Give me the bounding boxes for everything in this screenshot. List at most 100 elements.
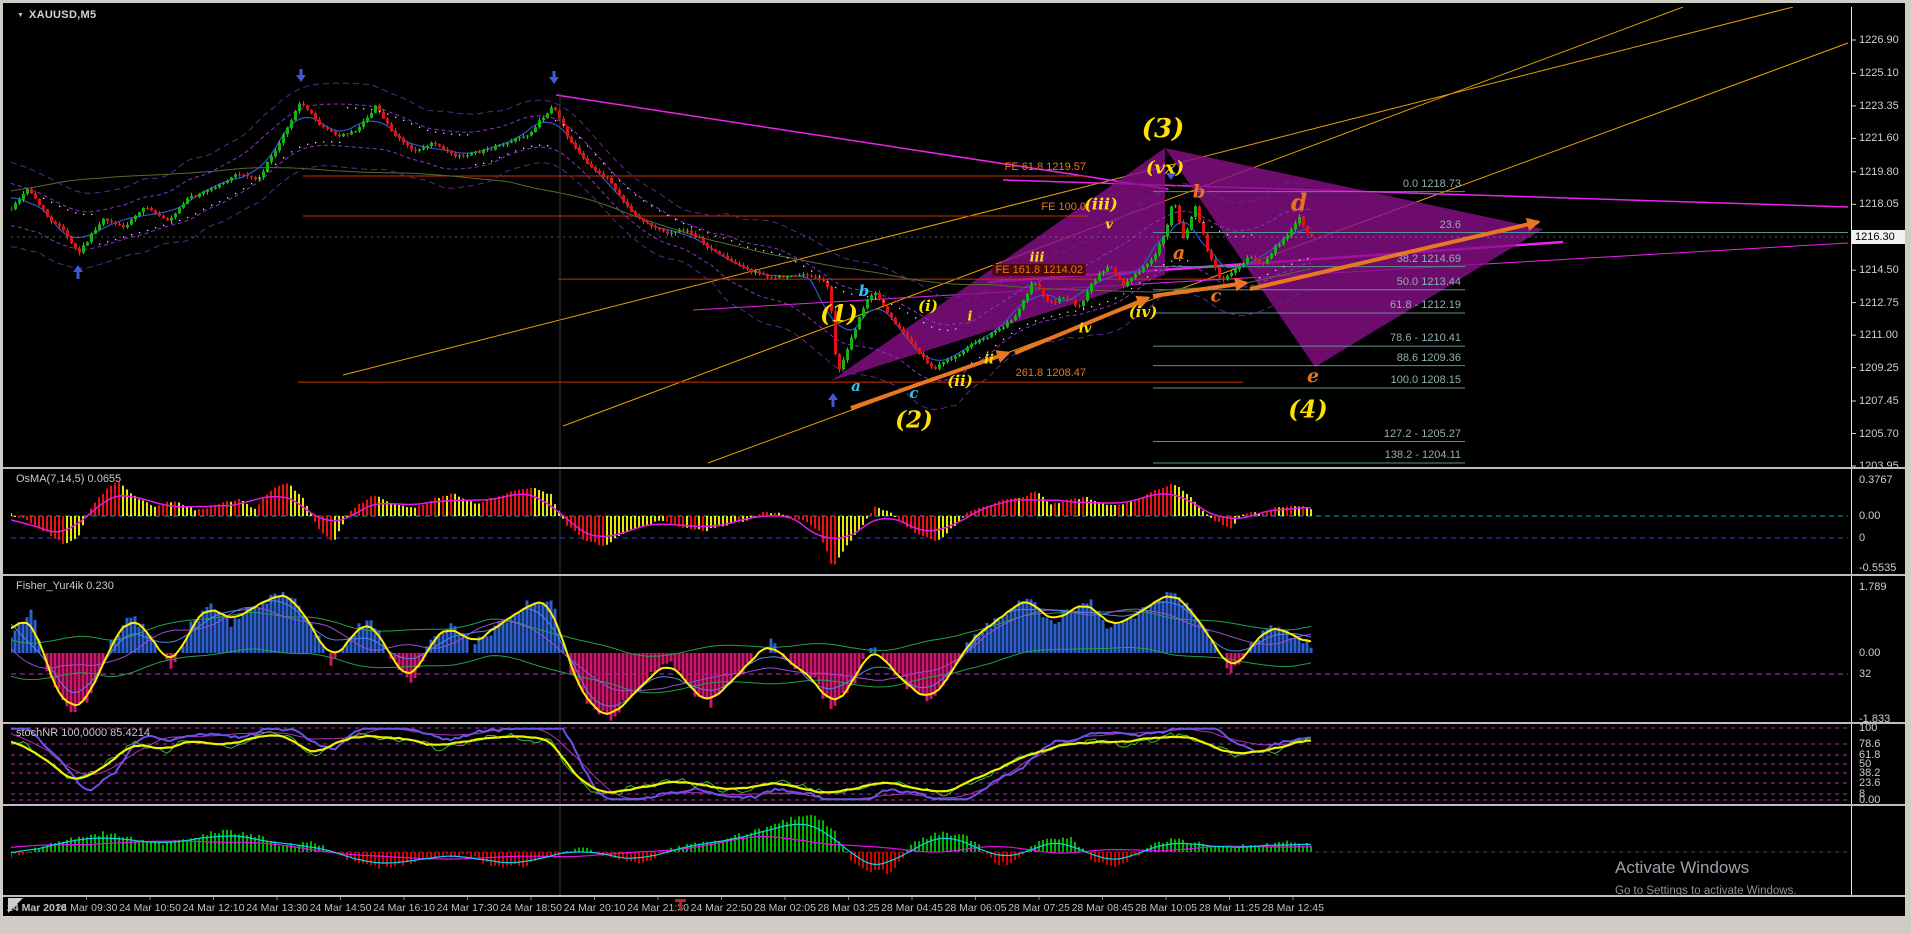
stoch-axis-label: 23.6 xyxy=(1859,777,1881,789)
orange-trendline[interactable] xyxy=(342,7,1794,376)
arrow-down-icon[interactable] xyxy=(549,71,559,84)
wave-label[interactable]: (4) xyxy=(1288,394,1328,424)
time-axis-label: 28 Mar 11:25 xyxy=(1198,902,1261,914)
time-axis-label: 24 Mar 22:50 xyxy=(690,902,753,914)
wave-label[interactable]: (ii) xyxy=(947,372,973,390)
stoch-axis-label: 50 xyxy=(1859,758,1872,770)
fib-expansion-label[interactable]: FE 161.8 1214.02 xyxy=(992,264,1086,277)
fisher-green-lower xyxy=(11,647,1312,694)
osma-axis-label: -0.5535 xyxy=(1859,562,1897,574)
fib-retracement-label[interactable]: 50.0 1213.44 xyxy=(1396,275,1461,288)
wave-label[interactable]: (1) xyxy=(820,300,858,328)
price-axis-label: 1212.75 xyxy=(1859,296,1899,309)
wave-label[interactable]: b xyxy=(858,282,870,300)
wave-label[interactable]: iii xyxy=(1029,250,1045,266)
magenta-trendline[interactable] xyxy=(555,94,1169,190)
wave-label[interactable]: iv xyxy=(1078,321,1092,337)
fib-expansion-label[interactable]: FE 100.0 xyxy=(1041,201,1086,213)
fib-retracement-label[interactable]: 138.2 - 1204.11 xyxy=(1384,449,1461,461)
fib-retracement-label[interactable]: 78.6 - 1210.41 xyxy=(1390,332,1461,345)
osma-axis-label: 0.00 xyxy=(1859,510,1881,522)
fisher-panel xyxy=(11,591,1848,721)
time-axis-label: 24 Mar 12:10 xyxy=(182,902,245,914)
panel-separator xyxy=(3,895,1905,897)
fib-retracement-label[interactable]: 100.0 1208.15 xyxy=(1390,374,1461,386)
fib-retracement-label[interactable]: 61.8 - 1212.19 xyxy=(1390,299,1461,311)
trend-arrow[interactable] xyxy=(1249,217,1541,291)
main-chart-panel xyxy=(11,7,1849,464)
chart-graphic xyxy=(299,69,303,76)
trend-arrow[interactable] xyxy=(1152,277,1249,298)
chevron-down-icon: ▼ xyxy=(17,11,24,19)
panel-separator[interactable] xyxy=(3,574,1905,576)
osma-axis-label: 0 xyxy=(1859,532,1866,544)
fisher-blue-line xyxy=(11,600,1312,707)
symbol-label: XAUUSD,M5 xyxy=(28,9,97,21)
panel-separator[interactable] xyxy=(3,804,1905,806)
wave-label[interactable]: v xyxy=(1105,217,1113,233)
wave-label[interactable]: e xyxy=(1306,365,1320,387)
wave-label[interactable]: b xyxy=(1192,181,1206,203)
wave-label[interactable]: (2) xyxy=(895,406,933,434)
panel-separator[interactable] xyxy=(3,467,1905,469)
price-axis-label: 1203.95 xyxy=(1859,460,1899,472)
fib-expansion-label[interactable]: 261.8 1208.47 xyxy=(1015,367,1086,380)
scroll-corner-icon xyxy=(8,898,23,913)
arrow-down-icon[interactable] xyxy=(296,69,306,82)
chart-graphic xyxy=(549,77,559,84)
labels-layer: FE 61.8 1219.57 FE 100.0 FE 161.8 1214.02 2… xyxy=(3,3,1905,916)
arrow-up-icon[interactable] xyxy=(828,393,838,407)
trend-arrow[interactable] xyxy=(1014,295,1151,355)
time-axis-label: 24 Mar 09:30 xyxy=(55,902,118,914)
wave-label[interactable]: a xyxy=(851,377,861,395)
fib-retracement-label[interactable]: 38.2 1214.69 xyxy=(1396,252,1461,265)
wave-label[interactable]: c xyxy=(1210,285,1222,307)
stoch-axis-label: 100 xyxy=(1859,722,1878,734)
chart-canvas xyxy=(11,7,1856,900)
time-axis-label: 24 Mar 14:50 xyxy=(309,902,372,914)
wave-label[interactable]: ii xyxy=(984,352,994,368)
wave-label[interactable]: (3) xyxy=(1141,114,1185,144)
stoch-violet-line xyxy=(11,727,1312,801)
fisher-axis-label: 0.00 xyxy=(1859,647,1881,659)
trend-arrow[interactable] xyxy=(850,350,1011,410)
fib-retracement-label[interactable]: 127.2 - 1205.27 xyxy=(1383,427,1461,440)
price-axis-label: 1214.50 xyxy=(1859,264,1899,277)
chart-graphic xyxy=(828,393,838,400)
wave-label[interactable]: (iv) xyxy=(1128,303,1158,321)
time-axis-label: 28 Mar 12:45 xyxy=(1262,902,1324,914)
price-axis-line xyxy=(1851,7,1852,896)
time-axis-label: 24 Mar 16:10 xyxy=(373,902,435,914)
momentum-cyan-line xyxy=(11,823,1312,866)
fib-retracement-label[interactable]: 0.0 1218.73 xyxy=(1402,177,1461,190)
time-axis-label: 24 Mar 10:50 xyxy=(119,902,181,914)
outer-band-upper xyxy=(11,82,1312,301)
outer-band-lower xyxy=(11,162,1312,411)
chart-graphic xyxy=(552,71,556,78)
wave-label[interactable]: a xyxy=(1172,242,1186,264)
fib-expansion-label[interactable]: FE 61.8 1219.57 xyxy=(1004,161,1086,173)
wave-label[interactable]: i xyxy=(967,309,973,325)
symbol-selector[interactable]: ▼ XAUUSD,M5 xyxy=(17,9,96,21)
time-axis-label: 28 Mar 02:05 xyxy=(754,902,816,914)
fib-retracement-label[interactable]: 23.6 xyxy=(1439,218,1461,231)
time-axis-label: 24 Mar 21:30 xyxy=(627,902,689,914)
fib-retracement-label[interactable]: 88.6 1209.36 xyxy=(1396,351,1461,364)
chart-stage: FE 61.8 1219.57 FE 100.0 FE 161.8 1214.02 2… xyxy=(3,3,1905,916)
price-axis-label: 1219.80 xyxy=(1859,165,1899,178)
fisher-axis-label: 32 xyxy=(1859,668,1872,680)
arrow-up-icon[interactable] xyxy=(73,265,83,279)
wave-label[interactable]: (vx) xyxy=(1145,157,1185,179)
time-axis-label: 28 Mar 07:25 xyxy=(1008,902,1070,914)
panel-separator[interactable] xyxy=(3,722,1905,724)
fisher-indicator-label: Fisher_Yur4ik 0.230 xyxy=(16,580,114,592)
purple-wedge-shape[interactable] xyxy=(1165,148,1543,367)
wave-label[interactable]: d xyxy=(1290,189,1308,217)
time-axis-label: 24 Mar 17:30 xyxy=(436,902,499,914)
wave-label[interactable]: (i) xyxy=(918,297,938,315)
osma-indicator-label: OsMA(7,14,5) 0.0655 xyxy=(16,473,122,485)
wave-label[interactable]: c xyxy=(909,384,919,402)
arrow-down-icon[interactable] xyxy=(1166,167,1176,180)
wave-label[interactable]: (iii) xyxy=(1084,194,1118,214)
price-axis-label: 1211.00 xyxy=(1859,329,1898,342)
